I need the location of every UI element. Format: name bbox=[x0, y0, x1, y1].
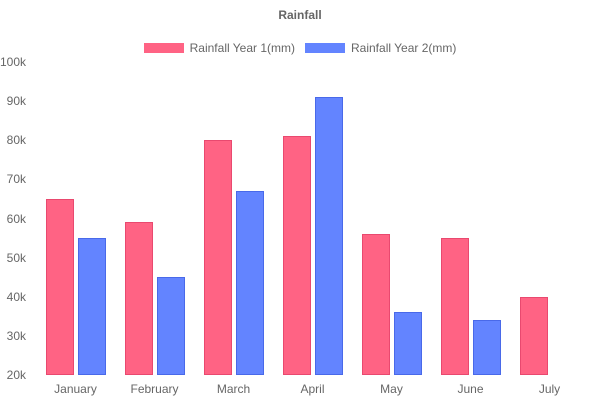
bar-year2-april bbox=[314, 97, 343, 375]
bar-group-may bbox=[352, 62, 431, 375]
y-tick-90k: 90k bbox=[6, 94, 26, 109]
x-label-march: March bbox=[216, 382, 251, 396]
bar-year1-february bbox=[124, 222, 153, 375]
y-tick-60k: 60k bbox=[6, 211, 26, 226]
bar-year2-february bbox=[156, 277, 185, 375]
y-axis-labels: 100k 90k 80k 70k 60k 50k 40k 30k 20k bbox=[0, 55, 26, 382]
chart-title: Rainfall bbox=[278, 8, 322, 22]
bar-group-july bbox=[510, 62, 589, 375]
x-label-april: April bbox=[300, 382, 325, 396]
bar-year1-july bbox=[519, 296, 548, 375]
plot-area bbox=[36, 62, 589, 375]
x-label-january: January bbox=[54, 382, 97, 396]
legend-item-year2[interactable]: Rainfall Year 2(mm) bbox=[305, 41, 456, 55]
x-label-june: June bbox=[457, 382, 484, 396]
bar-year2-january bbox=[77, 238, 106, 375]
x-label-july: July bbox=[538, 382, 561, 396]
bar-year1-june bbox=[440, 238, 469, 375]
bar-year1-may bbox=[361, 234, 390, 375]
x-label-february: February bbox=[130, 382, 179, 396]
bar-group-march bbox=[194, 62, 273, 375]
x-axis-labels: January February March April May June July bbox=[36, 382, 589, 396]
bar-year1-march bbox=[203, 140, 232, 375]
x-label-may: May bbox=[380, 382, 403, 396]
y-tick-50k: 50k bbox=[6, 250, 26, 265]
bar-group-january bbox=[36, 62, 115, 375]
y-tick-70k: 70k bbox=[6, 172, 26, 187]
legend-label-year2: Rainfall Year 2(mm) bbox=[351, 41, 457, 55]
legend: Rainfall Year 1(mm) Rainfall Year 2(mm) bbox=[0, 41, 600, 55]
y-tick-30k: 30k bbox=[6, 328, 26, 343]
bar-year1-january bbox=[45, 198, 74, 375]
bar-group-february bbox=[115, 62, 194, 375]
bar-year1-april bbox=[282, 136, 311, 375]
y-tick-80k: 80k bbox=[6, 133, 26, 148]
bar-year2-may bbox=[393, 312, 422, 375]
bar-year2-june bbox=[472, 320, 501, 375]
y-tick-40k: 40k bbox=[6, 289, 26, 304]
legend-swatch-year2 bbox=[305, 43, 345, 53]
legend-label-year1: Rainfall Year 1(mm) bbox=[189, 41, 295, 55]
bar-group-june bbox=[431, 62, 510, 375]
y-tick-100k: 100k bbox=[0, 55, 26, 69]
y-tick-20k: 20k bbox=[6, 368, 26, 382]
bar-group-april bbox=[273, 62, 352, 375]
legend-item-year1[interactable]: Rainfall Year 1(mm) bbox=[143, 41, 295, 55]
legend-swatch-year1 bbox=[143, 43, 184, 53]
bar-year2-march bbox=[235, 191, 264, 375]
